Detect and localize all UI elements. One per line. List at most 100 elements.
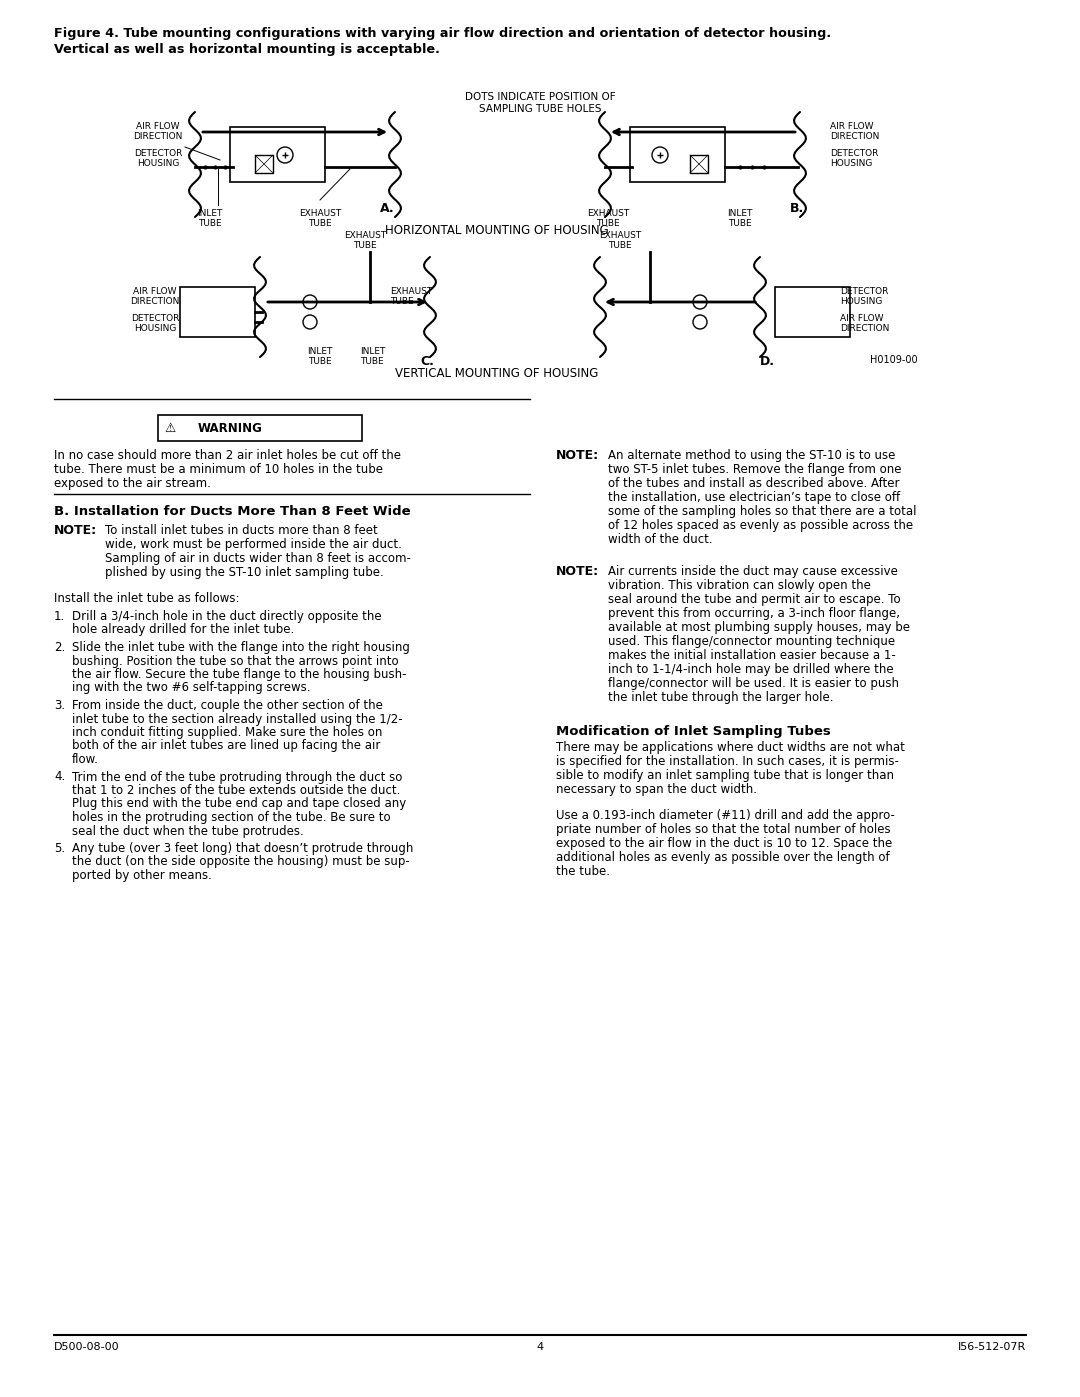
Bar xyxy=(255,155,273,173)
Text: sible to modify an inlet sampling tube that is longer than: sible to modify an inlet sampling tube t… xyxy=(556,768,894,782)
Text: hole already drilled for the inlet tube.: hole already drilled for the inlet tube. xyxy=(72,623,294,637)
Text: ⚠: ⚠ xyxy=(164,422,176,434)
Text: AIR FLOW
DIRECTION: AIR FLOW DIRECTION xyxy=(133,122,183,141)
Text: of the tubes and install as described above. After: of the tubes and install as described ab… xyxy=(608,476,900,490)
Text: prevent this from occurring, a 3-inch floor flange,: prevent this from occurring, a 3-inch fl… xyxy=(608,608,900,620)
Text: 4.: 4. xyxy=(54,771,65,784)
Text: the inlet tube through the larger hole.: the inlet tube through the larger hole. xyxy=(608,692,834,704)
Text: Plug this end with the tube end cap and tape closed any: Plug this end with the tube end cap and … xyxy=(72,798,406,810)
Bar xyxy=(690,155,708,173)
Text: wide, work must be performed inside the air duct.: wide, work must be performed inside the … xyxy=(105,538,402,550)
Text: inlet tube to the section already installed using the 1/2-: inlet tube to the section already instal… xyxy=(72,712,403,725)
Text: flow.: flow. xyxy=(72,753,99,766)
Bar xyxy=(630,127,725,182)
Text: Vertical as well as horizontal mounting is acceptable.: Vertical as well as horizontal mounting … xyxy=(54,43,440,56)
Text: D.: D. xyxy=(760,355,775,367)
Text: 3.: 3. xyxy=(54,698,65,712)
Text: seal around the tube and permit air to escape. To: seal around the tube and permit air to e… xyxy=(608,592,901,606)
Text: EXHAUST
TUBE: EXHAUST TUBE xyxy=(299,210,341,228)
FancyBboxPatch shape xyxy=(158,415,362,441)
Text: necessary to span the duct width.: necessary to span the duct width. xyxy=(556,782,757,796)
Text: DOTS INDICATE POSITION OF
SAMPLING TUBE HOLES: DOTS INDICATE POSITION OF SAMPLING TUBE … xyxy=(464,92,616,113)
Text: Sampling of air in ducts wider than 8 feet is accom-: Sampling of air in ducts wider than 8 fe… xyxy=(105,552,410,564)
Text: ing with the two #6 self-tapping screws.: ing with the two #6 self-tapping screws. xyxy=(72,682,311,694)
Text: NOTE:: NOTE: xyxy=(54,524,97,536)
Text: Use a 0.193-inch diameter (#11) drill and add the appro-: Use a 0.193-inch diameter (#11) drill an… xyxy=(556,809,895,821)
Text: holes in the protruding section of the tube. Be sure to: holes in the protruding section of the t… xyxy=(72,812,391,824)
Text: inch conduit fitting supplied. Make sure the holes on: inch conduit fitting supplied. Make sure… xyxy=(72,726,382,739)
Text: tube. There must be a minimum of 10 holes in the tube: tube. There must be a minimum of 10 hole… xyxy=(54,462,383,476)
Text: makes the initial installation easier because a 1-: makes the initial installation easier be… xyxy=(608,650,895,662)
Text: C.: C. xyxy=(420,355,434,367)
Text: DETECTOR
HOUSING: DETECTOR HOUSING xyxy=(131,314,179,334)
Text: 2.: 2. xyxy=(54,641,65,654)
Text: D500-08-00: D500-08-00 xyxy=(54,1343,120,1352)
Text: Air currents inside the duct may cause excessive: Air currents inside the duct may cause e… xyxy=(608,564,897,578)
Text: WARNING: WARNING xyxy=(198,422,262,434)
Text: A.: A. xyxy=(380,203,394,215)
Text: the air flow. Secure the tube flange to the housing bush-: the air flow. Secure the tube flange to … xyxy=(72,668,406,680)
Text: INLET
TUBE: INLET TUBE xyxy=(308,346,333,366)
Text: VERTICAL MOUNTING OF HOUSING: VERTICAL MOUNTING OF HOUSING xyxy=(395,367,598,380)
Text: inch to 1-1/4-inch hole may be drilled where the: inch to 1-1/4-inch hole may be drilled w… xyxy=(608,664,893,676)
Text: exposed to the air flow in the duct is 10 to 12. Space the: exposed to the air flow in the duct is 1… xyxy=(556,837,892,849)
Text: priate number of holes so that the total number of holes: priate number of holes so that the total… xyxy=(556,823,891,835)
Text: the tube.: the tube. xyxy=(556,865,610,877)
Text: width of the duct.: width of the duct. xyxy=(608,534,713,546)
Text: used. This flange/connector mounting technique: used. This flange/connector mounting tec… xyxy=(608,636,895,648)
Text: 5.: 5. xyxy=(54,842,65,855)
Text: available at most plumbing supply houses, may be: available at most plumbing supply houses… xyxy=(608,622,910,634)
Text: To install inlet tubes in ducts more than 8 feet: To install inlet tubes in ducts more tha… xyxy=(105,524,378,536)
Text: 1.: 1. xyxy=(54,610,65,623)
Text: B.: B. xyxy=(789,203,805,215)
Text: Modification of Inlet Sampling Tubes: Modification of Inlet Sampling Tubes xyxy=(556,725,831,738)
Text: Figure 4. Tube mounting configurations with varying air flow direction and orien: Figure 4. Tube mounting configurations w… xyxy=(54,27,832,41)
Text: There may be applications where duct widths are not what: There may be applications where duct wid… xyxy=(556,740,905,754)
Text: Trim the end of the tube protruding through the duct so: Trim the end of the tube protruding thro… xyxy=(72,771,403,784)
Text: some of the sampling holes so that there are a total: some of the sampling holes so that there… xyxy=(608,504,917,518)
Text: additional holes as evenly as possible over the length of: additional holes as evenly as possible o… xyxy=(556,851,890,863)
Text: From inside the duct, couple the other section of the: From inside the duct, couple the other s… xyxy=(72,698,383,712)
Text: 4: 4 xyxy=(537,1343,543,1352)
Text: In no case should more than 2 air inlet holes be cut off the: In no case should more than 2 air inlet … xyxy=(54,448,401,462)
Bar xyxy=(230,127,325,182)
Text: AIR FLOW
DIRECTION: AIR FLOW DIRECTION xyxy=(131,286,179,306)
Text: ported by other means.: ported by other means. xyxy=(72,869,212,882)
Text: INLET
TUBE: INLET TUBE xyxy=(198,210,222,228)
Text: Drill a 3/4-inch hole in the duct directly opposite the: Drill a 3/4-inch hole in the duct direct… xyxy=(72,610,381,623)
Text: seal the duct when the tube protrudes.: seal the duct when the tube protrudes. xyxy=(72,824,303,837)
Text: exposed to the air stream.: exposed to the air stream. xyxy=(54,476,211,490)
Text: NOTE:: NOTE: xyxy=(556,564,599,578)
Text: Install the inlet tube as follows:: Install the inlet tube as follows: xyxy=(54,592,240,605)
Text: H0109-00: H0109-00 xyxy=(870,355,918,365)
Text: EXHAUST
TUBE: EXHAUST TUBE xyxy=(586,210,630,228)
Text: the installation, use electrician’s tape to close off: the installation, use electrician’s tape… xyxy=(608,490,900,504)
Text: the duct (on the side opposite the housing) must be sup-: the duct (on the side opposite the housi… xyxy=(72,855,409,869)
Text: vibration. This vibration can slowly open the: vibration. This vibration can slowly ope… xyxy=(608,578,870,592)
Text: of 12 holes spaced as evenly as possible across the: of 12 holes spaced as evenly as possible… xyxy=(608,520,913,532)
Text: DETECTOR
HOUSING: DETECTOR HOUSING xyxy=(134,149,183,169)
Text: flange/connector will be used. It is easier to push: flange/connector will be used. It is eas… xyxy=(608,678,899,690)
Text: both of the air inlet tubes are lined up facing the air: both of the air inlet tubes are lined up… xyxy=(72,739,380,753)
Bar xyxy=(775,286,850,337)
Text: NOTE:: NOTE: xyxy=(556,448,599,462)
Text: INLET
TUBE: INLET TUBE xyxy=(727,210,753,228)
Text: B. Installation for Ducts More Than 8 Feet Wide: B. Installation for Ducts More Than 8 Fe… xyxy=(54,504,410,518)
Text: bushing. Position the tube so that the arrows point into: bushing. Position the tube so that the a… xyxy=(72,655,399,668)
Text: HORIZONTAL MOUNTING OF HOUSING: HORIZONTAL MOUNTING OF HOUSING xyxy=(386,224,609,237)
Text: DETECTOR
HOUSING: DETECTOR HOUSING xyxy=(840,286,889,306)
Text: Any tube (over 3 feet long) that doesn’t protrude through: Any tube (over 3 feet long) that doesn’t… xyxy=(72,842,414,855)
Text: INLET
TUBE: INLET TUBE xyxy=(360,346,386,366)
Text: EXHAUST
TUBE: EXHAUST TUBE xyxy=(390,286,432,306)
Text: EXHAUST
TUBE: EXHAUST TUBE xyxy=(343,231,387,250)
Text: two ST-5 inlet tubes. Remove the flange from one: two ST-5 inlet tubes. Remove the flange … xyxy=(608,462,902,476)
Text: I56-512-07R: I56-512-07R xyxy=(958,1343,1026,1352)
Text: EXHAUST
TUBE: EXHAUST TUBE xyxy=(599,231,642,250)
Text: AIR FLOW
DIRECTION: AIR FLOW DIRECTION xyxy=(831,122,879,141)
Bar xyxy=(180,286,255,337)
Text: DETECTOR
HOUSING: DETECTOR HOUSING xyxy=(831,149,878,169)
Text: Slide the inlet tube with the flange into the right housing: Slide the inlet tube with the flange int… xyxy=(72,641,410,654)
Text: that 1 to 2 inches of the tube extends outside the duct.: that 1 to 2 inches of the tube extends o… xyxy=(72,784,401,798)
Text: AIR FLOW
DIRECTION: AIR FLOW DIRECTION xyxy=(840,314,889,334)
Text: is specified for the installation. In such cases, it is permis-: is specified for the installation. In su… xyxy=(556,754,899,768)
